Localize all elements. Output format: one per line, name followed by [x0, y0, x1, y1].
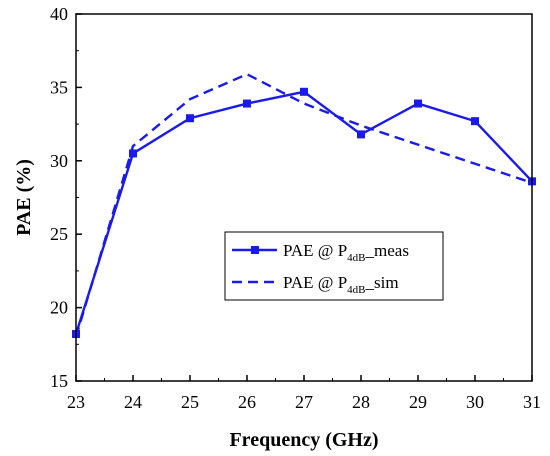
legend-marker [251, 246, 259, 254]
data-point [471, 117, 479, 126]
plot-frame [75, 13, 533, 382]
y-tick-label: 25 [50, 224, 68, 244]
x-tick-label: 29 [409, 392, 427, 412]
x-axis-label: Frequency (GHz) [229, 429, 378, 451]
data-point [300, 87, 308, 96]
x-tick-label: 24 [124, 392, 142, 412]
legend-entry: PAE @ P4dB_sim [283, 273, 399, 296]
y-tick-label: 20 [50, 298, 68, 318]
y-tick-label: 15 [50, 371, 68, 391]
x-tick-label: 28 [352, 392, 370, 412]
data-point [243, 99, 251, 108]
y-tick-label: 35 [50, 77, 68, 97]
x-tick-label: 31 [523, 392, 541, 412]
legend-box [224, 231, 444, 301]
x-tick-label: 25 [181, 392, 199, 412]
x-tick-label: 23 [67, 392, 85, 412]
axis-ticks: 23 24 25 26 27 28 29 30 31 15 20 25 30 35 40 [50, 4, 541, 412]
y-tick-label: 30 [50, 151, 68, 171]
x-tick-label: 30 [466, 392, 484, 412]
series-group [72, 72, 536, 339]
y-tick-label: 40 [50, 4, 68, 24]
data-point [186, 114, 194, 123]
legend: PAE @ P4dB_meas PAE @ P4dB_sim [224, 231, 444, 301]
series-line-sim [74, 72, 533, 338]
data-point [414, 99, 422, 108]
y-axis-label: PAE (%) [13, 159, 35, 236]
legend-entry: PAE @ P4dB_meas [283, 241, 409, 264]
data-point [129, 149, 137, 158]
x-tick-label: 27 [295, 392, 313, 412]
x-tick-label: 26 [238, 392, 256, 412]
data-point [357, 130, 365, 139]
